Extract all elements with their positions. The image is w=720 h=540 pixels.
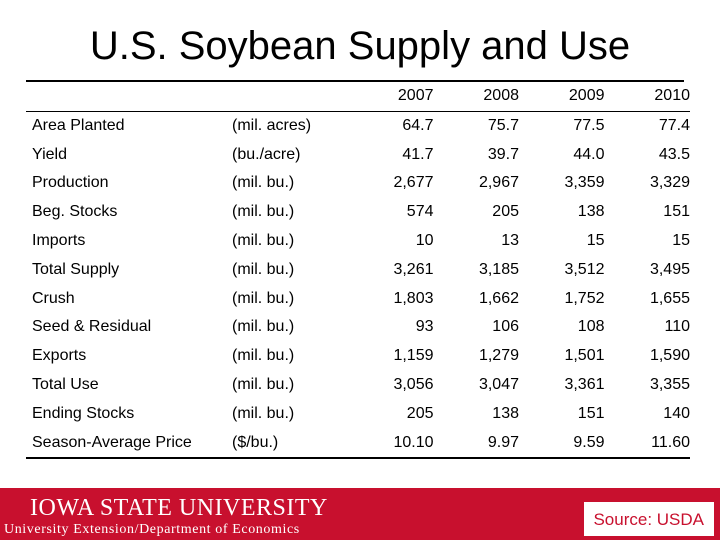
row-label: Exports [32, 347, 87, 365]
table-cell: 151 [577, 404, 605, 422]
table-header-row: 2007 2008 2009 2010 [26, 82, 690, 112]
row-label: Ending Stocks [32, 404, 135, 422]
table-cell: 3,355 [649, 375, 690, 393]
footer-subtitle: University Extension/Department of Econo… [4, 522, 300, 537]
table-cell: 9.59 [573, 433, 605, 451]
table-cell: 9.97 [487, 433, 519, 451]
table-row: Total Use (mil. bu.) 3,056 3,047 3,361 3,355 [26, 371, 690, 400]
row-label: Production [32, 174, 109, 192]
year-header: 2010 [654, 87, 690, 104]
table-cell: 11.60 [651, 433, 690, 451]
row-unit: (mil. acres) [232, 116, 312, 134]
table-row: Imports (mil. bu.) 10 13 15 15 [26, 227, 690, 256]
table-cell: 93 [415, 318, 434, 336]
row-label: Seed & Residual [32, 318, 152, 336]
row-unit: (mil. bu.) [232, 404, 295, 422]
year-header: 2007 [397, 87, 434, 104]
table-cell: 1,803 [393, 289, 434, 307]
table-row: Exports (mil. bu.) 1,159 1,279 1,501 1,590 [26, 342, 690, 371]
row-unit: (mil. bu.) [232, 318, 295, 336]
table-cell: 1,752 [564, 289, 605, 307]
table-cell: 43.5 [658, 145, 690, 163]
row-label: Season-Average Price [32, 433, 192, 451]
table-cell: 44.0 [573, 145, 605, 163]
table-cell: 41.7 [402, 145, 434, 163]
table-cell: 3,495 [649, 260, 690, 278]
table-cell: 64.7 [402, 116, 434, 134]
table-cell: 15 [672, 231, 690, 249]
row-label: Crush [32, 289, 75, 307]
table-cell: 1,655 [649, 289, 690, 307]
table-cell: 39.7 [487, 145, 519, 163]
table-row: Production (mil. bu.) 2,677 2,967 3,359 3,329 [26, 169, 690, 198]
table-cell: 138 [577, 203, 605, 221]
row-unit: (mil. bu.) [232, 174, 295, 192]
row-unit: (mil. bu.) [232, 347, 295, 365]
row-unit: (bu./acre) [232, 145, 301, 163]
table-cell: 77.4 [658, 116, 690, 134]
table-row: Crush (mil. bu.) 1,803 1,662 1,752 1,655 [26, 285, 690, 314]
row-unit: ($/bu.) [232, 433, 279, 451]
table-cell: 1,501 [564, 347, 605, 365]
table-cell: 3,047 [478, 375, 519, 393]
row-label: Yield [32, 145, 67, 163]
table-cell: 106 [492, 318, 519, 336]
table-cell: 1,590 [649, 347, 690, 365]
row-label: Beg. Stocks [32, 203, 118, 221]
table-cell: 77.5 [573, 116, 605, 134]
table-cell: 2,967 [478, 174, 519, 192]
table-cell: 10.10 [393, 433, 434, 451]
page-title: U.S. Soybean Supply and Use [89, 24, 631, 68]
table-cell: 3,512 [564, 260, 605, 278]
table-cell: 1,159 [393, 347, 434, 365]
table-row: Beg. Stocks (mil. bu.) 574 205 138 151 [26, 198, 690, 227]
year-header: 2008 [483, 87, 519, 104]
header-blank-unit [232, 82, 348, 111]
table-cell: 3,261 [393, 260, 434, 278]
table-cell: 75.7 [487, 116, 519, 134]
year-header: 2009 [568, 87, 605, 104]
table-cell: 205 [492, 203, 519, 221]
table-cell: 205 [406, 404, 434, 422]
row-label: Total Supply [32, 260, 120, 278]
table-cell: 3,185 [478, 260, 519, 278]
iowa-state-university-logo: IOWA STATE UNIVERSITY [30, 495, 328, 521]
table-cell: 3,329 [649, 174, 690, 192]
table-cell: 138 [492, 404, 519, 422]
row-unit: (mil. bu.) [232, 375, 295, 393]
row-unit: (mil. bu.) [232, 289, 295, 307]
table-cell: 140 [663, 404, 690, 422]
table-cell: 574 [406, 203, 434, 221]
table-cell: 1,279 [478, 347, 519, 365]
table-cell: 10 [415, 231, 434, 249]
supply-use-table: 2007 2008 2009 2010 Area Planted (mil. ac… [26, 82, 690, 459]
table-cell: 2,677 [393, 174, 434, 192]
table-cell: 1,662 [478, 289, 519, 307]
table-cell: 3,359 [564, 174, 605, 192]
source-label: Source: USDA [593, 510, 704, 529]
row-unit: (mil. bu.) [232, 203, 295, 221]
table-cell: 15 [586, 231, 605, 249]
table-row: Season-Average Price ($/bu.) 10.10 9.97 9.59… [26, 429, 690, 459]
table-top-rule [26, 80, 684, 82]
table-cell: 151 [663, 203, 690, 221]
source-box: Source: USDA [584, 502, 714, 536]
row-label: Imports [32, 231, 86, 249]
table-cell: 108 [577, 318, 605, 336]
row-label: Area Planted [32, 116, 125, 134]
table-cell: 3,056 [393, 375, 434, 393]
row-unit: (mil. bu.) [232, 231, 295, 249]
table-row: Ending Stocks (mil. bu.) 205 138 151 140 [26, 400, 690, 429]
table-cell: 13 [501, 231, 519, 249]
table-row: Yield (bu./acre) 41.7 39.7 44.0 43.5 [26, 141, 690, 170]
header-blank-label [26, 82, 232, 111]
table-cell: 3,361 [564, 375, 605, 393]
table-row: Area Planted (mil. acres) 64.7 75.7 77.5 77.4 [26, 111, 690, 140]
table-cell: 110 [664, 318, 690, 336]
table-row: Total Supply (mil. bu.) 3,261 3,185 3,512 3,4… [26, 256, 690, 285]
row-unit: (mil. bu.) [232, 260, 295, 278]
row-label: Total Use [32, 375, 99, 393]
table-row: Seed & Residual (mil. bu.) 93 106 108 110 [26, 313, 690, 342]
